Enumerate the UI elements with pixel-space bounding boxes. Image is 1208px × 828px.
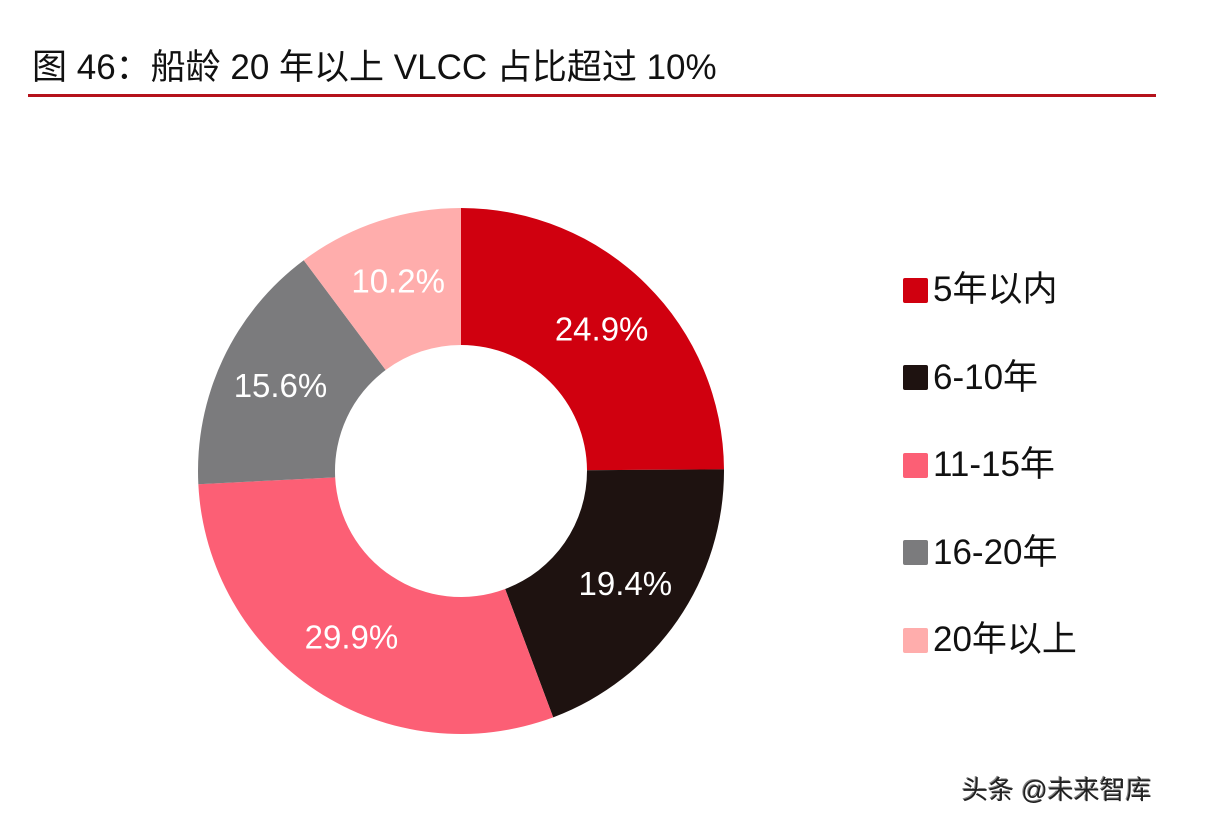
donut-slice-labels: 24.9% 19.4% 29.9% 15.6% 10.2%	[234, 263, 672, 656]
legend-item-over-20-years: 20年以上	[903, 618, 1077, 662]
legend-item-6-10-years: 6-10年	[903, 356, 1077, 400]
title-underline	[28, 94, 1156, 97]
legend-label: 20年以上	[933, 620, 1077, 659]
legend-item-5-years-within: 5年以内	[903, 268, 1077, 312]
legend-swatch-icon	[903, 627, 928, 653]
slice-value-label: 29.9%	[305, 619, 399, 656]
legend-label: 16-20年	[933, 532, 1058, 572]
legend-label: 11-15年	[933, 445, 1055, 484]
slice-11-15-years	[198, 477, 554, 735]
legend-swatch-icon	[903, 452, 928, 478]
donut-slices	[198, 208, 724, 735]
legend-swatch-icon	[903, 277, 928, 303]
legend-item-16-20-years: 16-20年	[903, 531, 1077, 575]
chart-title: 图 46：船龄 20 年以上 VLCC 占比超过 10%	[32, 48, 717, 87]
chart-legend: 5年以内 6-10年 11-15年 16-20年 20年以上	[903, 268, 1077, 706]
legend-label: 5年以内	[933, 270, 1058, 309]
slice-value-label: 15.6%	[234, 367, 328, 404]
legend-label: 6-10年	[933, 357, 1039, 397]
legend-swatch-icon	[903, 540, 928, 565]
slice-6-10-years	[505, 469, 724, 718]
watermark: 头条 @未来智库	[962, 775, 1152, 805]
legend-swatch-icon	[903, 365, 928, 390]
slice-5-years-within	[461, 208, 724, 471]
legend-item-11-15-years: 11-15年	[903, 443, 1077, 487]
slice-over-20-years	[303, 208, 461, 371]
slice-value-label: 24.9%	[555, 310, 649, 347]
slice-value-label: 10.2%	[351, 263, 445, 300]
slice-value-label: 19.4%	[579, 565, 673, 602]
slice-16-20-years	[198, 260, 386, 485]
